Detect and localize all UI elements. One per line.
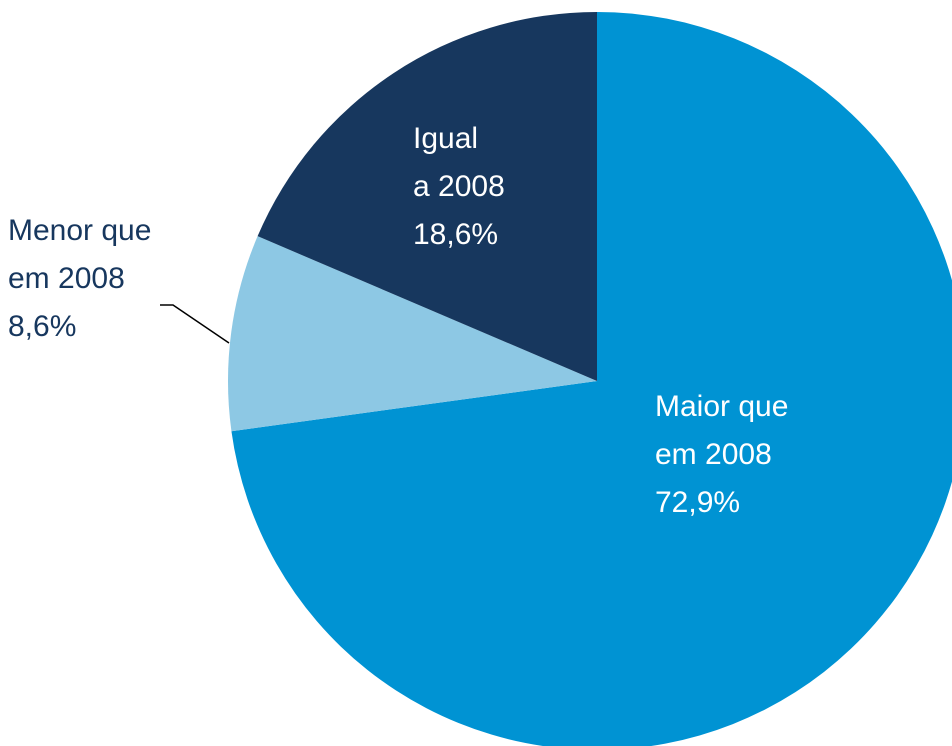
pie-slice bbox=[231, 12, 952, 746]
value-label: 72,9% bbox=[655, 486, 740, 519]
pie-slice bbox=[227, 236, 597, 432]
slice-label: Maior que bbox=[655, 390, 788, 423]
pie-slice bbox=[257, 11, 597, 381]
slice-label: em 2008 bbox=[655, 438, 772, 471]
slice-label: em 2008 bbox=[8, 262, 125, 295]
slice-label: a 2008 bbox=[413, 170, 505, 203]
slice-label: Igual bbox=[413, 122, 478, 155]
slice-label: Menor que bbox=[8, 214, 151, 247]
value-label: 8,6% bbox=[8, 310, 76, 343]
leader-line bbox=[160, 304, 230, 344]
value-label: 18,6% bbox=[413, 218, 498, 251]
